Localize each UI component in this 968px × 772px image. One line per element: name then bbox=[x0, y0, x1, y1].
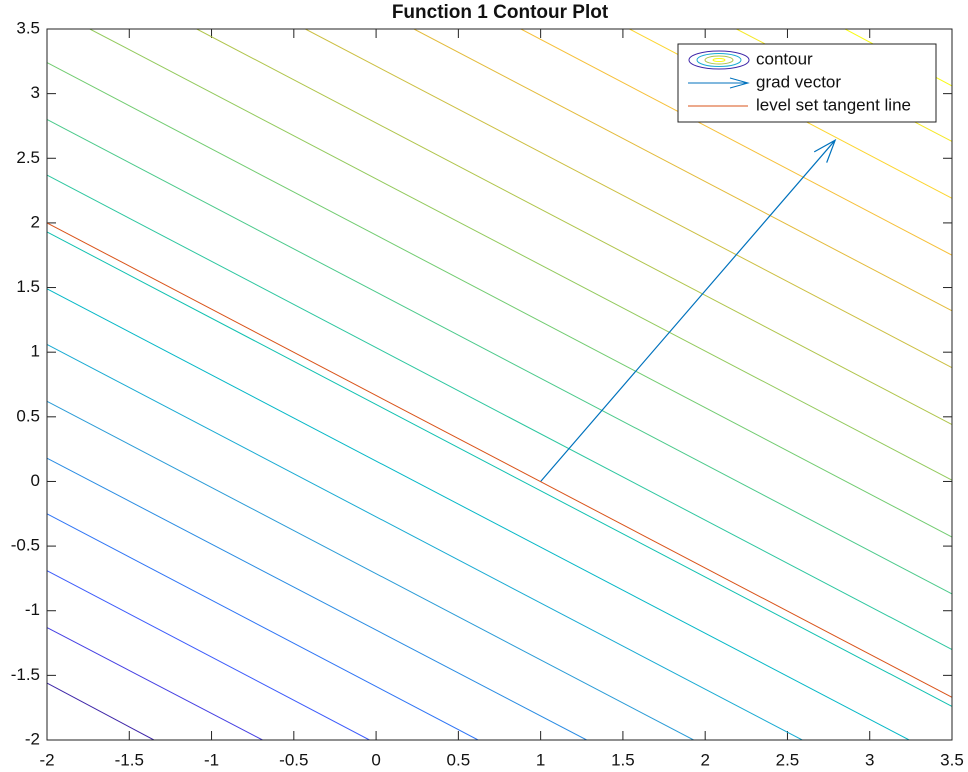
contour-line bbox=[47, 62, 952, 538]
legend-contour-icon bbox=[696, 53, 742, 67]
x-tick-label: -0.5 bbox=[279, 750, 308, 769]
x-tick-label: 2.5 bbox=[776, 750, 800, 769]
contour-line bbox=[47, 682, 155, 740]
x-tick-label: 3.5 bbox=[940, 750, 964, 769]
chart-title: Function 1 Contour Plot bbox=[392, 2, 609, 23]
contour-line bbox=[47, 513, 479, 740]
contour-line bbox=[413, 29, 952, 312]
x-tick-label: -2 bbox=[39, 750, 54, 769]
legend-label: contour bbox=[756, 49, 813, 68]
y-tick-label: 2.5 bbox=[16, 148, 40, 167]
x-tick-label: 0 bbox=[371, 750, 380, 769]
axes-box bbox=[46, 28, 953, 741]
contour-line bbox=[47, 288, 910, 740]
y-tick-label: 1 bbox=[31, 342, 40, 361]
contour-line bbox=[47, 343, 803, 740]
y-tick-label: -1 bbox=[25, 600, 40, 619]
y-tick-label: 2 bbox=[31, 212, 40, 231]
y-tick-label: 0.5 bbox=[16, 406, 40, 425]
x-tick-label: 0.5 bbox=[447, 750, 471, 769]
x-tick-label: 1.5 bbox=[611, 750, 635, 769]
grad-arrow bbox=[540, 138, 837, 482]
legend-label: level set tangent line bbox=[756, 95, 911, 114]
contour-line bbox=[47, 400, 694, 740]
y-tick-label: 0 bbox=[31, 471, 40, 490]
y-tick-label: 1.5 bbox=[16, 277, 40, 296]
y-tick-label: 3.5 bbox=[16, 18, 40, 37]
contour-line bbox=[47, 570, 370, 740]
y-tick-label: -0.5 bbox=[11, 536, 40, 555]
tangent-line bbox=[47, 222, 952, 698]
x-tick-label: -1 bbox=[204, 750, 219, 769]
legend-arrow-icon bbox=[688, 77, 750, 89]
y-tick-label: -2 bbox=[25, 729, 40, 748]
contour-line bbox=[196, 29, 952, 426]
y-tick-label: -1.5 bbox=[11, 665, 40, 684]
contour-line bbox=[89, 29, 952, 481]
legend-contour-icon bbox=[704, 55, 734, 65]
contour-line bbox=[47, 231, 952, 707]
contour-line bbox=[47, 174, 952, 650]
legend-contour-icon bbox=[688, 50, 750, 70]
y-tick-label: 3 bbox=[31, 83, 40, 102]
x-tick-label: 2 bbox=[700, 750, 709, 769]
contour-line bbox=[47, 627, 263, 740]
contour-line bbox=[47, 457, 587, 740]
contour-line bbox=[305, 29, 952, 369]
plot-area bbox=[47, 29, 952, 740]
contour-line bbox=[47, 119, 952, 595]
contour-line bbox=[520, 29, 952, 256]
x-tick-label: -1.5 bbox=[115, 750, 144, 769]
x-tick-label: 1 bbox=[536, 750, 545, 769]
legend-contour-icon bbox=[712, 58, 726, 62]
x-tick-label: 3 bbox=[865, 750, 874, 769]
legend-label: grad vector bbox=[756, 72, 841, 91]
